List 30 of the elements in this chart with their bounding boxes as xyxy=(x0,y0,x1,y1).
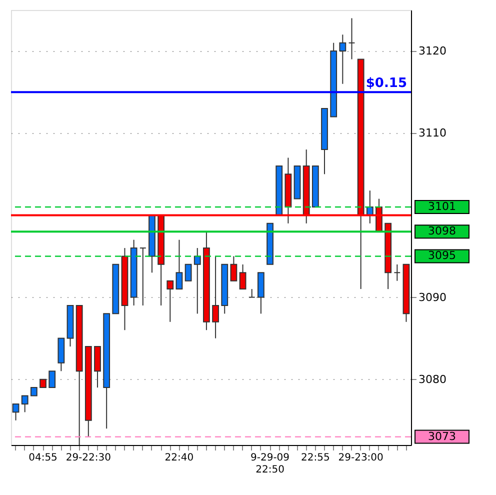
candlestick xyxy=(230,256,238,282)
x-tick-label: 22:55 xyxy=(301,452,330,464)
ref-line-label: 3073 xyxy=(428,430,456,443)
candlestick xyxy=(176,239,183,290)
candlestick xyxy=(166,280,174,322)
candlestick xyxy=(21,395,28,413)
x-tick-label: 9-29-09 22:50 xyxy=(250,452,290,476)
y-tick-label: 3080 xyxy=(418,372,446,386)
y-tick-label: 3110 xyxy=(418,126,446,140)
candlestick xyxy=(184,264,192,282)
ref-line-label: 3098 xyxy=(428,224,456,238)
y-tick-label: 3120 xyxy=(418,44,446,58)
candlestick xyxy=(212,256,219,339)
x-tick-label: 29-22:30 xyxy=(66,452,111,464)
candlestick xyxy=(394,264,401,282)
ref-line-label: 3101 xyxy=(428,200,456,213)
x-tick-label: 29-23:00 xyxy=(338,452,384,464)
annotation: $0.15 xyxy=(366,76,407,92)
candlestick xyxy=(339,34,346,84)
candlestick xyxy=(139,248,146,306)
candlestick xyxy=(12,403,20,421)
candlestick xyxy=(248,288,256,298)
candlestick xyxy=(348,18,356,60)
candlestick xyxy=(194,248,201,314)
ref-line-label: 3095 xyxy=(428,249,456,262)
x-tick-label: 22:40 xyxy=(164,452,194,464)
y-tick-label: 3090 xyxy=(418,290,446,304)
candlestick xyxy=(48,370,56,388)
x-tick-label: 04:55 xyxy=(28,452,58,464)
candlestick xyxy=(239,264,246,290)
